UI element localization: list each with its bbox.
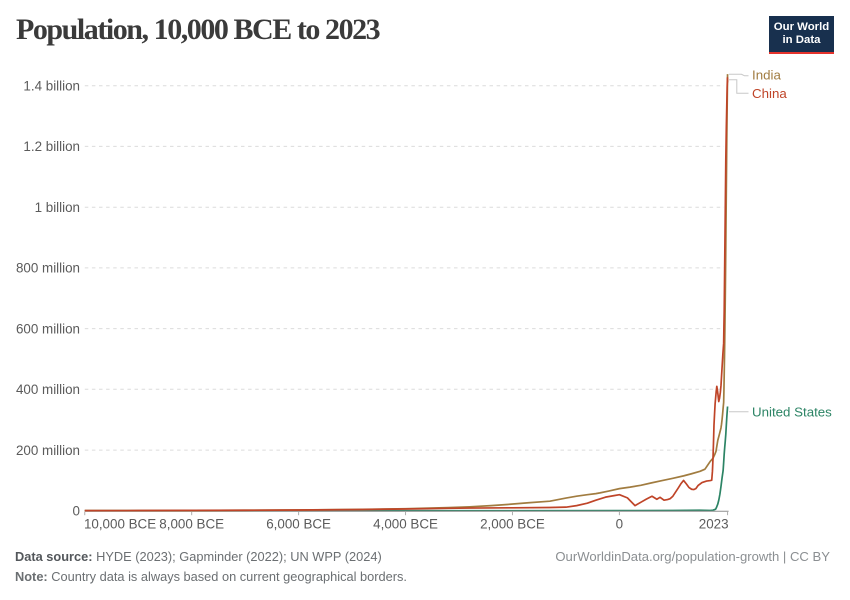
svg-text:600 million: 600 million [16, 321, 80, 336]
svg-text:0: 0 [73, 503, 80, 518]
svg-text:2023: 2023 [699, 517, 729, 532]
svg-text:2,000 BCE: 2,000 BCE [480, 517, 545, 532]
svg-text:10,000 BCE: 10,000 BCE [84, 517, 156, 532]
svg-text:6,000 BCE: 6,000 BCE [266, 517, 331, 532]
svg-text:1.4 billion: 1.4 billion [23, 78, 80, 93]
svg-text:United States: United States [752, 404, 832, 419]
svg-text:India: India [752, 68, 781, 83]
svg-text:400 million: 400 million [16, 382, 80, 397]
svg-text:8,000 BCE: 8,000 BCE [159, 517, 224, 532]
svg-text:1 billion: 1 billion [35, 200, 80, 215]
svg-text:200 million: 200 million [16, 443, 80, 458]
svg-text:800 million: 800 million [16, 261, 80, 276]
svg-text:China: China [752, 86, 787, 101]
svg-text:0: 0 [616, 517, 623, 532]
svg-text:4,000 BCE: 4,000 BCE [373, 517, 438, 532]
svg-text:1.2 billion: 1.2 billion [23, 139, 80, 154]
